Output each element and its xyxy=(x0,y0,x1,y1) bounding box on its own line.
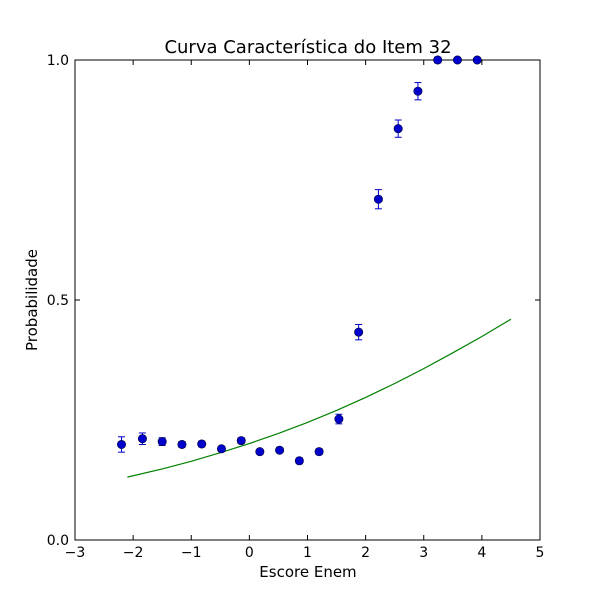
x-tick-label: 1 xyxy=(303,545,312,561)
data-point-marker xyxy=(177,439,187,449)
y-axis-label: Probabilidade xyxy=(23,249,41,351)
y-tick-label: 0.5 xyxy=(47,293,69,309)
x-tick-label: 5 xyxy=(536,545,545,561)
data-point-marker xyxy=(157,437,167,447)
data-point-marker xyxy=(294,456,304,466)
x-tick-label: 0 xyxy=(245,545,254,561)
x-tick-label: −3 xyxy=(65,545,86,561)
x-tick-label: −2 xyxy=(123,545,144,561)
data-point-marker xyxy=(334,414,344,424)
chart-title: Curva Característica do Item 32 xyxy=(164,37,451,58)
data-point xyxy=(137,432,147,445)
plot-frame xyxy=(74,59,541,541)
data-point xyxy=(197,439,207,449)
data-point-marker xyxy=(373,194,383,204)
data-point-marker xyxy=(413,86,423,96)
data-point xyxy=(334,413,344,425)
data-point xyxy=(413,82,423,101)
data-point xyxy=(294,456,304,466)
data-point xyxy=(314,447,324,457)
data-point xyxy=(452,55,462,65)
fitted-curve-line xyxy=(127,318,512,478)
x-axis-label: Escore Enem xyxy=(259,563,356,581)
data-point xyxy=(177,439,187,449)
data-point-marker xyxy=(393,124,403,134)
data-point xyxy=(117,436,127,453)
data-point-marker xyxy=(314,447,324,457)
x-tick-label: −1 xyxy=(181,545,202,561)
x-tick-label: 2 xyxy=(361,545,370,561)
data-point xyxy=(157,437,167,447)
data-point-marker xyxy=(354,327,364,337)
data-point-marker xyxy=(275,445,285,455)
data-point-marker xyxy=(255,447,265,457)
data-point xyxy=(275,445,285,455)
x-tick-label: 4 xyxy=(477,545,486,561)
axis-ticks: −3 −2 −1 0 1 2 3 4 5 0.0 0.5 1.0 xyxy=(47,53,545,561)
data-point xyxy=(373,189,383,210)
data-point-marker xyxy=(472,55,482,65)
data-point xyxy=(472,55,482,65)
data-point xyxy=(255,447,265,457)
x-tick-label: 3 xyxy=(419,545,428,561)
data-point-marker xyxy=(433,55,443,65)
data-point xyxy=(393,119,403,138)
fitted-curve-layer xyxy=(127,318,512,478)
data-point xyxy=(216,444,226,454)
data-point-marker xyxy=(452,55,462,65)
y-tick-label: 1.0 xyxy=(47,53,69,69)
data-point-marker xyxy=(197,439,207,449)
data-point xyxy=(433,55,443,65)
data-point xyxy=(236,436,246,446)
data-points-layer xyxy=(117,55,482,466)
data-point xyxy=(354,323,364,341)
data-point-marker xyxy=(236,436,246,446)
data-point-marker xyxy=(137,434,147,444)
data-point-marker xyxy=(216,444,226,454)
data-point-marker xyxy=(117,439,127,449)
y-tick-label: 0.0 xyxy=(47,533,69,549)
